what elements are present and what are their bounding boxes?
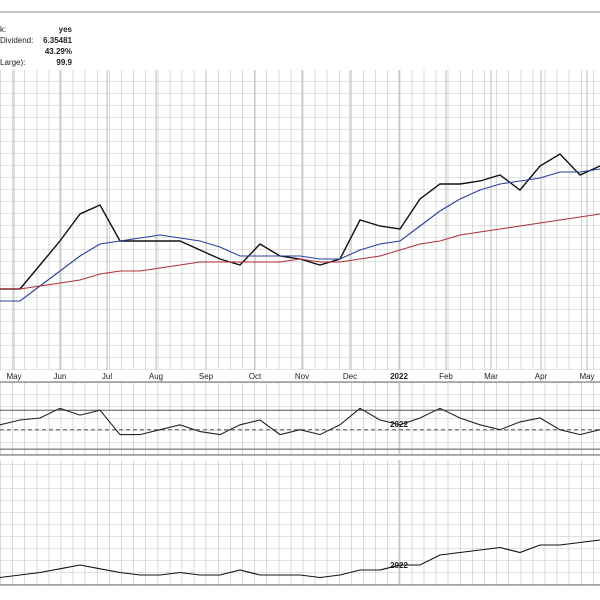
series-line <box>0 539 600 579</box>
x-tick-label: Oct <box>249 372 262 381</box>
lower-grid <box>0 460 600 585</box>
x-tick-label: Jul <box>102 372 112 381</box>
x-tick-label: Dec <box>343 372 357 381</box>
x-tick-label: 2022 <box>390 372 408 381</box>
series-line <box>0 407 600 436</box>
series-line <box>0 168 600 302</box>
series-line <box>0 213 600 290</box>
header-label: Dividend: <box>0 36 33 45</box>
header: k: yes Dividend: 6.35481 43.29% Large): 99.9 <box>0 25 73 67</box>
header-label: Large): <box>0 58 25 67</box>
x-tick-label: Jun <box>54 372 67 381</box>
header-value: 6.35481 <box>43 36 72 45</box>
header-value: yes <box>59 25 73 34</box>
x-tick-label: May <box>579 372 594 381</box>
indicator-grid <box>0 382 600 455</box>
x-tick-label: May <box>6 372 21 381</box>
header-label: k: <box>0 25 6 34</box>
series-line <box>0 153 600 290</box>
header-value: 43.29% <box>45 47 72 56</box>
price-grid <box>0 70 600 370</box>
x-tick-label: Sep <box>199 372 214 381</box>
x-tick-label: Aug <box>149 372 163 381</box>
header-value: 99.9 <box>56 58 72 67</box>
x-tick-label: Nov <box>295 372 309 381</box>
x-tick-label: Mar <box>484 372 498 381</box>
x-tick-label: Apr <box>535 372 548 381</box>
x-tick-label: Feb <box>439 372 453 381</box>
